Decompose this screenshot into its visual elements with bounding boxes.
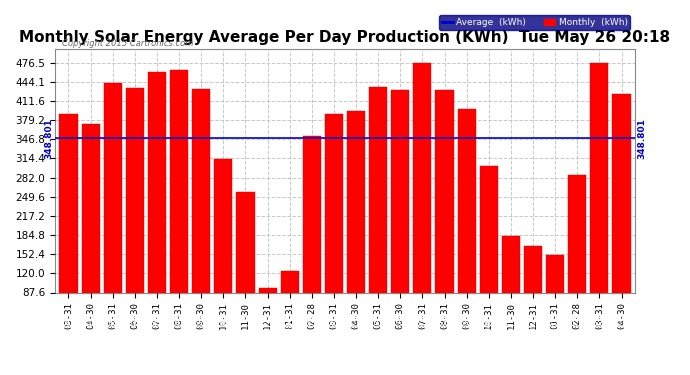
- Bar: [546, 255, 564, 344]
- Bar: [170, 70, 188, 344]
- Text: 5.357: 5.357: [529, 316, 538, 341]
- Text: 10.108: 10.108: [219, 312, 228, 341]
- Text: 348.801: 348.801: [637, 118, 646, 159]
- Bar: [325, 114, 343, 344]
- Text: 15.370: 15.370: [418, 312, 427, 341]
- Bar: [281, 271, 299, 344]
- Bar: [568, 175, 586, 344]
- Bar: [81, 124, 99, 344]
- Bar: [613, 94, 631, 344]
- Bar: [391, 90, 409, 344]
- Text: 14.380: 14.380: [197, 312, 206, 341]
- Text: 12.614: 12.614: [307, 312, 316, 341]
- Text: 348.801: 348.801: [44, 118, 53, 159]
- Text: 14.945: 14.945: [175, 312, 184, 341]
- Text: 14.131: 14.131: [617, 312, 626, 341]
- Text: 9.746: 9.746: [484, 316, 493, 341]
- Text: 15.330: 15.330: [595, 312, 604, 341]
- Text: 14.478: 14.478: [130, 312, 139, 341]
- Bar: [347, 111, 365, 344]
- Text: 8.610: 8.610: [241, 316, 250, 341]
- Bar: [259, 288, 277, 344]
- Bar: [126, 87, 144, 344]
- Bar: [148, 72, 166, 344]
- Text: 13.878: 13.878: [440, 312, 449, 341]
- Bar: [369, 87, 387, 344]
- Text: 14.047: 14.047: [374, 312, 383, 341]
- Text: 13.136: 13.136: [352, 312, 361, 341]
- Bar: [480, 166, 498, 344]
- Title: Monthly Solar Energy Average Per Day Production (KWh)  Tue May 26 20:18: Monthly Solar Energy Average Per Day Pro…: [19, 30, 671, 45]
- Bar: [237, 192, 255, 344]
- Bar: [435, 90, 453, 344]
- Bar: [502, 236, 520, 344]
- Text: 14.859: 14.859: [152, 312, 161, 341]
- Text: 13.289: 13.289: [462, 312, 471, 341]
- Text: 14.282: 14.282: [108, 312, 117, 341]
- Bar: [59, 114, 77, 344]
- Text: 4.861: 4.861: [551, 316, 560, 341]
- Bar: [215, 159, 233, 344]
- Text: Copyright 2015 Cartronics.com: Copyright 2015 Cartronics.com: [62, 39, 193, 48]
- Text: 12.543: 12.543: [64, 312, 73, 341]
- Legend: Average  (kWh), Monthly  (kWh): Average (kWh), Monthly (kWh): [439, 15, 630, 30]
- Text: 6.129: 6.129: [506, 316, 515, 341]
- Bar: [192, 89, 210, 344]
- Bar: [524, 246, 542, 344]
- Text: 10.235: 10.235: [573, 312, 582, 341]
- Bar: [303, 135, 321, 344]
- Bar: [457, 109, 475, 344]
- Text: 4.014: 4.014: [285, 316, 294, 341]
- Text: 12.417: 12.417: [86, 312, 95, 341]
- Bar: [413, 63, 431, 344]
- Text: 14.356: 14.356: [396, 312, 405, 341]
- Bar: [104, 82, 122, 344]
- Text: 12.562: 12.562: [329, 312, 338, 341]
- Text: 3.071: 3.071: [263, 316, 272, 341]
- Bar: [591, 63, 609, 344]
